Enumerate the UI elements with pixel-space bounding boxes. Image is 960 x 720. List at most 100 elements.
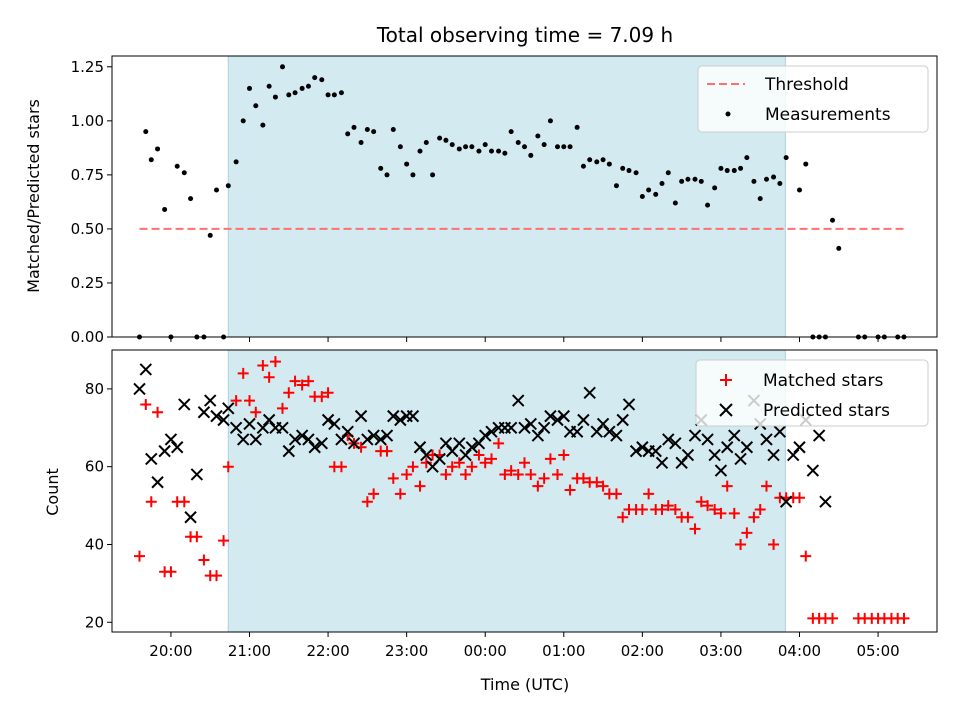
predicted-star-point [282,444,295,458]
predicted-star-point [649,444,662,458]
matched-star-point [191,531,203,543]
predicted-star-point [793,441,806,454]
measurement-point [247,85,252,91]
predicted-star-point [806,464,820,477]
y-tick-label: 0.25 [71,274,104,292]
predicted-star-point [479,429,492,442]
measurement-point [698,178,704,184]
predicted-star-point [760,433,773,446]
predicted-star-point [681,448,695,462]
measurement-point [331,92,337,98]
measurement-point [292,90,298,96]
x-tick-label: 00:00 [464,642,507,660]
matched-star-point [564,484,576,496]
predicted-star-point [453,437,466,450]
matched-star-point [591,476,603,488]
predicted-star-point [675,456,688,470]
y-tick-label: 0.00 [71,328,104,346]
predicted-star-point [387,409,400,423]
matched-star-point [140,398,152,410]
measurement-point [266,83,272,89]
predicted-star-point [328,417,341,431]
predicted-star-point [164,433,178,446]
matched-star-point [401,468,413,480]
measurement-point [397,144,403,150]
bottom-legend-box [695,359,929,427]
predicted-star-point [237,433,250,446]
measurement-point [430,172,436,178]
matched-star-point [768,538,780,550]
predicted-star-point [190,468,204,481]
measurement-point [280,64,285,70]
matched-star-point [368,488,380,500]
measurement-point [679,178,685,184]
predicted-star-point [295,429,309,442]
matched-star-point [689,523,701,535]
matched-star-point [662,500,674,512]
matched-star-point [544,453,556,465]
measurement-point [646,187,652,193]
predicted-star-point [459,448,472,462]
matched-star-point [748,511,760,523]
measurement-point [325,92,331,98]
x-tick-label: 22:00 [306,642,349,660]
predicted-star-point [622,398,636,411]
matched-star-point [453,457,465,469]
predicted-star-point [354,409,368,423]
measurement-point [685,176,691,182]
predicted-star-point [629,444,643,458]
y-tick-label: 60 [85,458,104,476]
matched-star-point [296,379,308,391]
predicted-star-point [551,413,564,427]
top-observing-window [227,55,786,338]
matched-star-point [230,395,242,407]
legend-matched-label: Matched stars [763,371,883,391]
measurement-point [639,194,645,199]
matched-star-point [165,566,177,578]
measurement-point [672,200,678,206]
predicted-star-point [256,421,270,435]
matched-star-point [407,461,419,473]
predicted-star-point [504,421,518,435]
top-y-ticks: 0.00 0.25 0.50 0.75 1.00 1.25 [71,58,112,346]
predicted-star-point [433,452,446,466]
matched-star-point [178,496,190,508]
x-tick-label: 02:00 [621,642,664,660]
predicted-star-point [308,441,321,454]
measurement-point [659,181,665,187]
predicted-star-point [406,409,420,423]
predicted-star-point [347,437,361,450]
measurement-point [771,174,777,180]
matched-star-point [302,375,314,387]
matched-star-point [499,468,511,480]
matched-star-point [361,496,373,508]
measurement-point [476,148,482,154]
predicted-star-point [361,433,374,446]
measurement-point [496,148,502,154]
matched-star-point [552,468,563,480]
measurement-point [351,124,357,130]
matched-star-point [414,480,426,492]
measurement-point [155,146,161,152]
measurement-point [305,83,311,89]
predicted-star-point [472,437,486,450]
matched-star-point [505,465,517,477]
matched-star-point [538,472,550,484]
matched-star-point [218,535,230,547]
predicted-star-point [178,398,191,411]
measurement-point [482,142,488,148]
y-tick-label: 0.75 [71,166,104,184]
matched-star-point [577,472,589,484]
top-marks [137,64,907,340]
bottom-x-ticks: 20:00 21:00 22:00 23:00 00:00 01:00 02:00 03:00… [149,632,900,660]
matched-star-point [198,554,210,566]
predicted-star-point [413,441,427,454]
measurement-point [574,124,580,130]
predicted-star-point [773,425,787,438]
matched-star-point [277,402,288,414]
matched-star-point [512,468,524,480]
bottom-panel: 20 40 60 80 20:00 21:00 22:00 23:00 00:00 01:00 0… [43,349,938,694]
bottom-y-ticks: 20 40 60 80 [85,380,112,631]
x-tick-label: 03:00 [699,642,742,660]
predicted-star-point [688,429,702,442]
